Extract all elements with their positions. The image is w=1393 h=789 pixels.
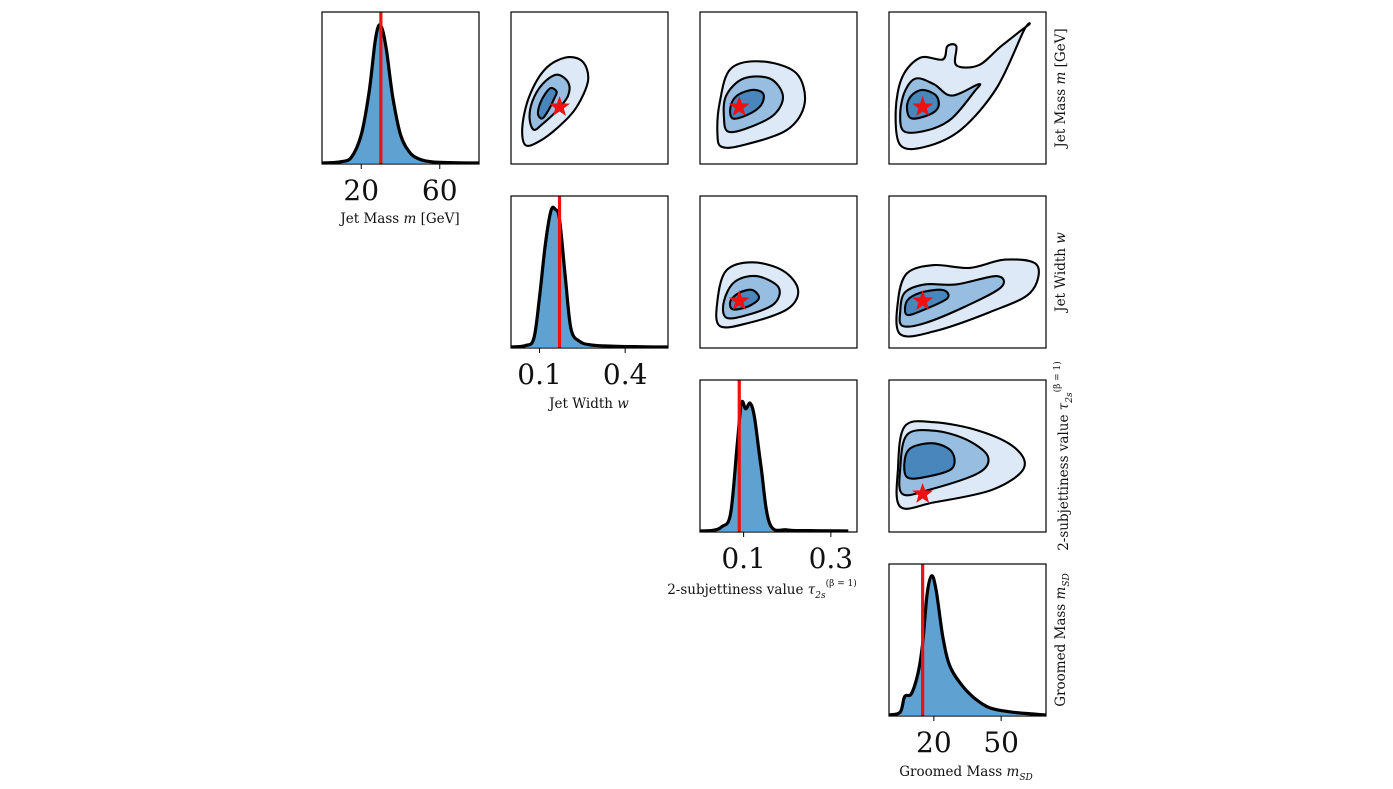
histogram-curve-tau	[700, 399, 849, 532]
density-core	[904, 443, 955, 479]
contour-inner	[729, 88, 765, 120]
density-core	[537, 87, 557, 119]
contour-middle	[898, 275, 1006, 328]
contour-inner	[536, 86, 558, 120]
xlabel-tau: 2-subjettiness value τ2s(β = 1)	[667, 578, 857, 601]
density-mid	[899, 276, 1004, 327]
truth-star	[549, 96, 570, 116]
histogram-fill-msd	[889, 575, 1046, 715]
contour-panel-w-vs-tau	[699, 195, 858, 349]
contour-panel-m-vs-msd	[888, 11, 1047, 165]
axes-frame	[888, 195, 1047, 349]
truth-star	[912, 483, 934, 503]
histogram-curve-w	[511, 205, 668, 348]
contour-inner	[905, 88, 940, 120]
truth-star	[728, 290, 750, 310]
x-tick-label-w: 0.4	[603, 358, 648, 391]
x-tick-label-msd: 50	[983, 726, 1019, 759]
x-tick-label-msd: 20	[916, 726, 952, 759]
contour-panel-w-vs-msd	[888, 195, 1047, 349]
xlabel-jet-mass: Jet Mass m [GeV]	[338, 211, 459, 227]
contour-middle	[898, 429, 990, 497]
contour-outer	[895, 420, 1026, 510]
truth-star	[912, 290, 934, 310]
contour-outer	[895, 258, 1040, 338]
axes-frame-msd	[888, 563, 1047, 717]
x-tick-label-tau: 0.3	[809, 542, 854, 575]
histogram-panel-tau: 0.1 0.3	[699, 379, 858, 575]
ylabel-groomed-mass: Groomed Mass mSD	[1053, 573, 1072, 706]
contour-panel-tau-vs-msd	[888, 379, 1047, 533]
x-tick-label-tau: 0.1	[721, 542, 766, 575]
axes-frame	[510, 11, 669, 165]
axes-frame-w	[510, 195, 669, 349]
contour-panel-m-vs-tau	[699, 11, 858, 165]
ylabel-tau: 2-subjettiness value τ2s(β = 1)	[1052, 361, 1075, 551]
contour-outer	[715, 261, 800, 329]
x-tick-label-w: 0.1	[517, 358, 562, 391]
xlabel-groomed-mass: Groomed Mass mSD	[899, 764, 1032, 783]
axes-frame-tau	[699, 379, 858, 533]
ylabel-jet-mass: Jet Mass m [GeV]	[1053, 28, 1069, 149]
truth-star	[728, 96, 750, 116]
axes-frame	[699, 11, 858, 165]
contour-outer	[521, 56, 590, 147]
contour-panel-m-vs-w	[510, 11, 669, 165]
ylabel-jet-width: Jet Width w	[1053, 232, 1069, 314]
x-tick-label-m: 20	[343, 174, 379, 207]
contour-outer	[894, 22, 1031, 151]
axes-frame	[699, 195, 858, 349]
axes-frame	[888, 379, 1047, 533]
contour-middle	[528, 73, 571, 132]
xlabel-jet-width: Jet Width w	[547, 396, 629, 412]
contour-middle	[899, 77, 982, 134]
contour-inner	[728, 288, 761, 311]
axes-frame	[888, 11, 1047, 165]
histogram-fill-tau	[700, 401, 849, 531]
histogram-panel-m: 20 60	[321, 11, 480, 207]
contour-inner	[903, 288, 950, 317]
histogram-fill-w	[511, 207, 668, 347]
x-tick-label-m: 60	[422, 174, 458, 207]
contour-middle	[722, 75, 785, 134]
axes-frame-m	[321, 11, 480, 165]
histogram-curve-m	[322, 23, 479, 164]
histogram-panel-msd: 20 50	[888, 563, 1047, 759]
panel-grid: 20 600.1 0.40.1 0.320 50	[321, 11, 1047, 759]
contour-middle	[721, 274, 781, 320]
histogram-curve-msd	[889, 574, 1046, 716]
histogram-panel-w: 0.1 0.4	[510, 195, 669, 391]
truth-star	[912, 96, 934, 116]
contour-inner	[903, 442, 956, 480]
histogram-fill-m	[322, 24, 479, 163]
axis-labels: Jet Mass m [GeV] Jet Width w 2-subjettin…	[338, 28, 1075, 783]
contour-outer	[716, 60, 807, 149]
